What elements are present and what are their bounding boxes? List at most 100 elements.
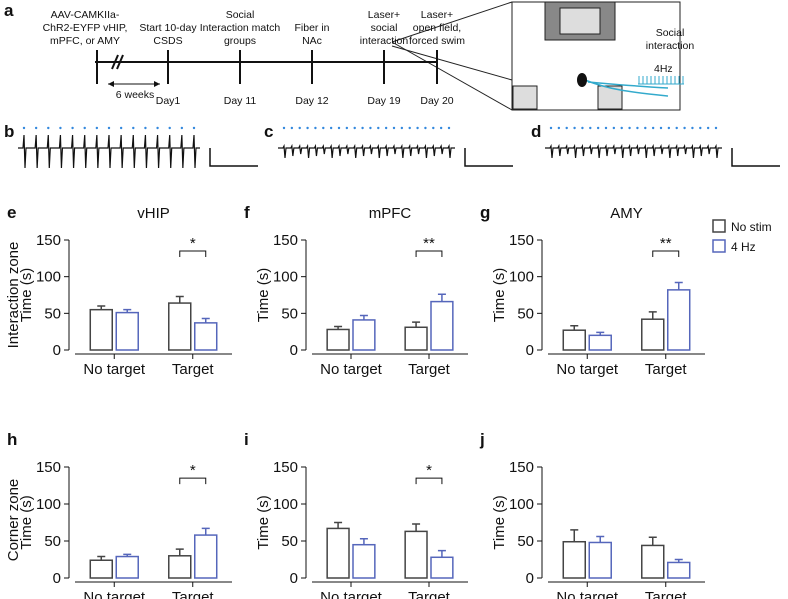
stim-dot [706,126,710,130]
trace [18,134,200,169]
x-tick-label: Target [408,361,451,378]
y-tick-label: 0 [526,342,534,359]
panel-letter: j [479,430,485,449]
y-axis-label: Time (s) [255,268,272,322]
day-label: Day1 [156,95,181,107]
x-tick-label: Target [172,589,215,599]
stim-dot [71,126,74,130]
stim-dot [322,126,325,130]
legend-label: No stim [731,220,772,234]
stim-dot [180,126,184,130]
break [111,54,119,70]
y-tick-label: 50 [44,533,61,550]
significance: * [190,462,196,479]
trace [278,143,455,159]
event-label: Fiber in [294,22,329,34]
bar [168,555,192,579]
bar [562,540,587,579]
stim-dot [22,126,26,130]
stim-dot [290,126,294,130]
error-bar [437,549,446,558]
arena [391,1,681,111]
stim-dot [34,126,38,130]
event-label: NAc [302,35,322,47]
y-tick-label: 50 [281,533,298,550]
error-bar [359,538,368,545]
event-label: Start 10-day [139,22,197,34]
y-tick-label: 0 [290,342,298,359]
legend-swatch [712,239,726,253]
error-bar [334,325,343,330]
break [116,54,124,70]
significance: * [426,462,432,479]
event-label: Social [226,9,255,21]
y-tick-label: 50 [281,305,298,322]
stim-label: 4Hz [654,63,673,75]
significance-bracket [652,250,680,257]
stim-dot [119,126,123,130]
legend-label: 4 Hz [731,240,756,254]
error-bar [412,321,421,328]
stim-dot [439,126,443,130]
stim-dot [667,126,671,130]
significance: ** [423,235,435,252]
bar [404,326,428,351]
bar [89,308,113,351]
y-tick-label: 150 [36,459,61,476]
row-label: Interaction zone [5,242,22,349]
x-tick-label: Target [645,589,688,599]
stim-dot [59,126,62,130]
x-tick-label: Target [172,361,215,378]
stim-dot [47,126,50,130]
panel-letter: i [244,430,249,449]
y-tick-label: 0 [526,570,534,587]
y-tick-label: 150 [273,232,298,249]
event-label: Laser+ [368,9,400,21]
stim-dot [620,126,623,130]
event-label: mPFC, or AMY [50,35,120,47]
bar [89,559,113,579]
event-label: social [371,22,398,34]
error-bar [334,521,343,529]
event-label: Laser+ [421,9,453,21]
stim-dot [337,126,341,130]
stim-dot [659,126,663,130]
y-tick-label: 100 [273,269,298,286]
bar [168,302,192,351]
stim-dot [298,126,301,130]
stim-dot [447,126,451,130]
day-label: Day 11 [224,95,257,107]
y-tick-label: 150 [509,232,534,249]
error-bar [596,331,605,336]
arrow-head [108,81,160,87]
x-tick-label: No target [556,361,619,378]
bar [641,544,665,579]
bar [115,555,139,579]
bar [430,556,454,579]
event-label: forced swim [409,35,465,47]
bar [194,322,218,351]
stim-dot [565,126,568,130]
stim-dot [369,126,372,130]
x-tick-label: No target [83,361,146,378]
stim-dot [549,126,553,130]
day-label: Day 20 [420,95,453,107]
y-tick-label: 150 [273,459,298,476]
stim-dot [651,126,655,130]
trace [545,143,722,159]
bar [588,541,612,579]
y-tick-label: 100 [509,496,534,513]
y-axis-label: Time (s) [491,495,508,549]
bar [430,300,454,351]
y-tick-label: 100 [273,496,298,513]
error-bar [648,311,657,320]
interval-label: 6 weeks [116,89,155,101]
stim-comb [638,76,684,85]
stim-dot [144,126,147,130]
x-tick-label: No target [320,361,383,378]
error-bar [570,325,579,331]
significance: * [190,235,196,252]
stim-dot [392,126,396,130]
stim-dot [132,126,135,130]
stim-dot [596,126,600,130]
